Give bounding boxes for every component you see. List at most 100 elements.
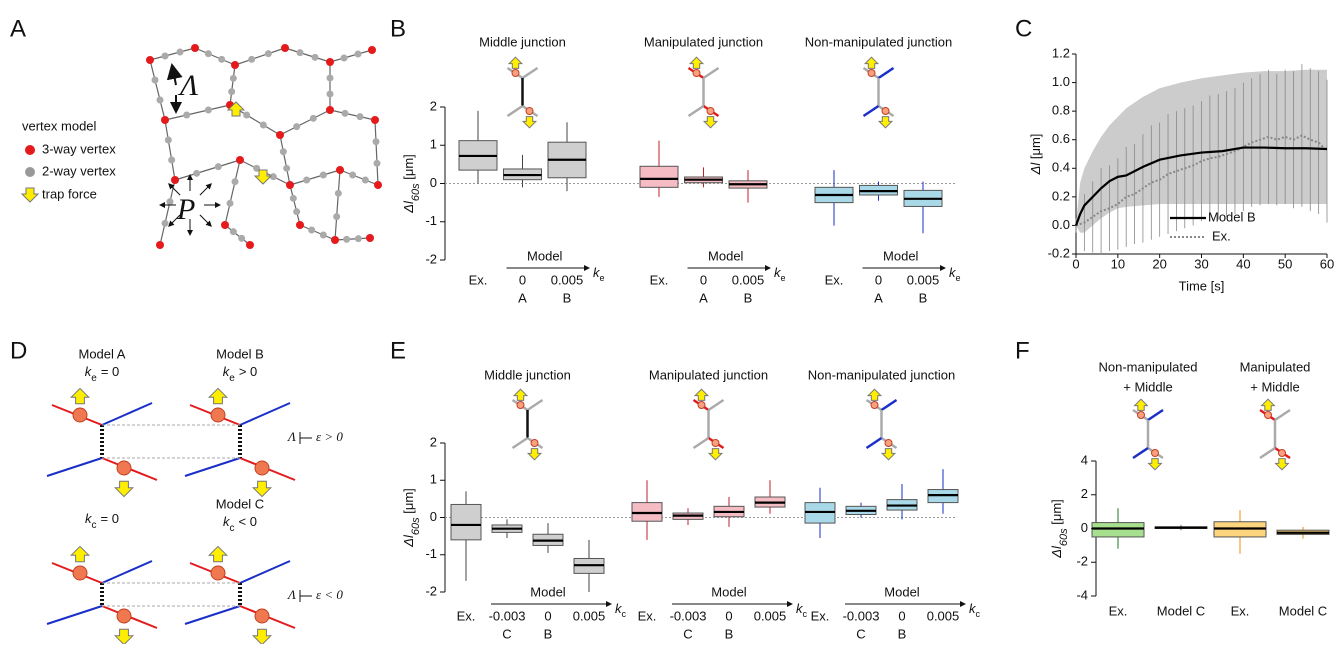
x-tick-label: 30 bbox=[1194, 256, 1208, 271]
junction-edge bbox=[101, 402, 153, 426]
y-tick-label: -1 bbox=[425, 213, 437, 228]
two-way-vertex bbox=[326, 74, 334, 82]
bead bbox=[692, 69, 701, 77]
two-way-vertex bbox=[183, 111, 191, 119]
legend-symbol bbox=[20, 187, 40, 203]
bead bbox=[116, 460, 132, 476]
x-tick-label: 0 bbox=[519, 272, 526, 287]
tension-symbol: Λ bbox=[177, 69, 198, 102]
bead bbox=[530, 439, 539, 447]
param-condition: > 0 bbox=[239, 364, 257, 379]
y-label-subscript: 60s bbox=[410, 183, 422, 201]
box bbox=[1091, 522, 1145, 538]
model-label: Model bbox=[711, 584, 747, 599]
box bbox=[631, 502, 663, 522]
trap-force-arrow bbox=[113, 480, 135, 498]
two-way-vertex bbox=[151, 76, 159, 84]
x-tick-label: 50 bbox=[1278, 256, 1292, 271]
model-letter: A bbox=[518, 290, 527, 305]
panel-label: B bbox=[390, 15, 406, 42]
model-label: Model bbox=[884, 584, 920, 599]
x-tick-label: -0.003 bbox=[670, 608, 707, 623]
y-tick-label: -2 bbox=[425, 583, 437, 598]
two-way-vertex bbox=[161, 219, 169, 227]
y-tick-label: 0.0 bbox=[1052, 217, 1070, 232]
trap-force-arrow bbox=[521, 116, 538, 129]
bead bbox=[525, 107, 534, 115]
x-tick-label: Ex. bbox=[811, 608, 830, 623]
x-tick-label: Ex. bbox=[638, 608, 657, 623]
param-subscript: c bbox=[976, 609, 981, 619]
cell-edge bbox=[234, 47, 286, 66]
x-tick-label: 0 bbox=[544, 608, 551, 623]
panel-label: C bbox=[1015, 15, 1032, 42]
x-tick-label: 10 bbox=[1111, 256, 1125, 271]
two-way-vertex bbox=[204, 106, 212, 114]
param-symbol: k bbox=[774, 265, 782, 280]
three-way-vertex bbox=[366, 234, 374, 242]
model-letter: C bbox=[502, 626, 511, 641]
two-way-vertex bbox=[326, 90, 334, 98]
trap-force-arrow bbox=[253, 169, 273, 185]
y-tick-label: 0 bbox=[430, 175, 437, 190]
three-way-vertex bbox=[246, 241, 254, 249]
two-way-vertex bbox=[289, 194, 297, 202]
two-way-vertex bbox=[293, 123, 301, 131]
trap-force-arrow bbox=[226, 101, 246, 117]
two-way-vertex bbox=[204, 50, 212, 58]
group-title: Middle junction bbox=[479, 34, 566, 49]
model-parameter: kc bbox=[796, 601, 808, 619]
two-way-vertex bbox=[161, 52, 169, 60]
trap-force-arrow bbox=[512, 388, 529, 401]
param-symbol: k bbox=[615, 601, 623, 616]
pressure-arrow bbox=[168, 183, 181, 196]
three-way-vertex bbox=[146, 56, 154, 64]
x-tick-label: 40 bbox=[1236, 256, 1250, 271]
panel-label: A bbox=[10, 15, 26, 42]
x-tick-label: 0.005 bbox=[754, 608, 787, 623]
vertex-network bbox=[146, 44, 382, 249]
param-subscript: e bbox=[956, 273, 961, 283]
junction-edge bbox=[239, 402, 291, 426]
bead bbox=[884, 439, 893, 447]
model-parameter: ke = 0 bbox=[85, 364, 120, 384]
junction-edge bbox=[239, 560, 291, 584]
icon-edge bbox=[707, 398, 725, 412]
pressure-symbol: P bbox=[176, 193, 195, 226]
model-parameter: ke bbox=[774, 265, 786, 283]
two-way-vertex bbox=[361, 176, 369, 184]
two-way-vertex bbox=[269, 173, 277, 181]
y-label-symbol: Δl bbox=[401, 534, 416, 548]
y-axis-label: Δl60s [μm] bbox=[401, 488, 421, 548]
two-way-vertex bbox=[303, 176, 311, 184]
model-label: Model bbox=[530, 584, 566, 599]
cell-edge bbox=[289, 184, 301, 226]
x-tick-label: 0 bbox=[725, 608, 732, 623]
relation-rhs: ε < 0 bbox=[316, 587, 343, 602]
two-way-vertex bbox=[226, 199, 234, 207]
param-symbol: k bbox=[969, 601, 977, 616]
y-label-symbol: Δl bbox=[1049, 545, 1064, 559]
x-tick-label: Ex. bbox=[1109, 603, 1128, 618]
y-label-unit: [μm] bbox=[1049, 499, 1064, 528]
legend-label: 2-way vertex bbox=[42, 163, 116, 178]
three-way-vertex bbox=[368, 46, 376, 54]
y-label-subscript: 60s bbox=[1058, 528, 1070, 546]
two-way-vertex bbox=[259, 121, 267, 129]
three-way-vertex bbox=[236, 156, 244, 164]
x-tick-label: 0 bbox=[898, 608, 905, 623]
trap-force-arrow bbox=[702, 116, 719, 129]
two-way-vertex bbox=[349, 171, 357, 179]
cell-edge bbox=[279, 134, 291, 186]
y-label-symbol: Δl bbox=[401, 200, 416, 214]
three-way-vertex bbox=[326, 58, 334, 66]
param-subscript: e bbox=[229, 373, 235, 384]
two-way-vertex bbox=[319, 171, 327, 179]
cell-edge bbox=[149, 59, 166, 121]
y-tick-label: 0.8 bbox=[1052, 103, 1070, 118]
three-way-vertex bbox=[221, 221, 229, 229]
bead bbox=[870, 401, 879, 409]
trap-force-arrow bbox=[877, 116, 894, 129]
param-symbol: k bbox=[949, 265, 957, 280]
x-tick-label: 0.005 bbox=[927, 608, 960, 623]
